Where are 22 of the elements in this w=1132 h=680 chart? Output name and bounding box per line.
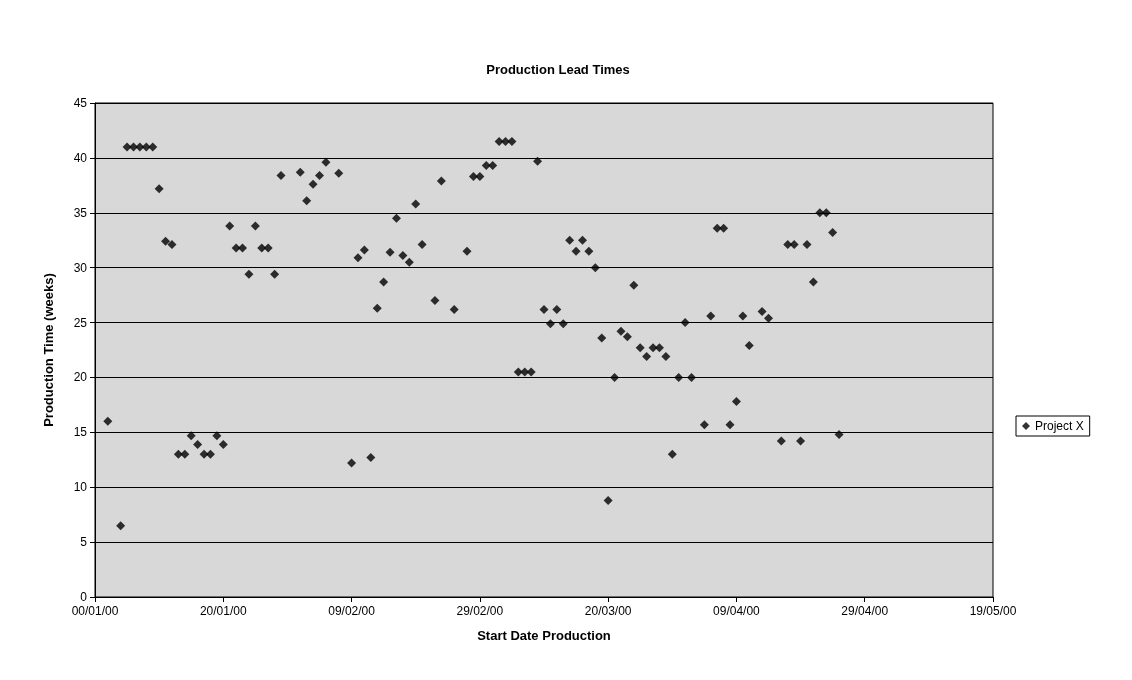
chart-title: Production Lead Times (486, 62, 630, 77)
x-tick-label: 09/04/00 (713, 604, 761, 618)
x-tick-label: 29/04/00 (841, 604, 889, 618)
x-tick-label: 20/01/00 (199, 604, 247, 618)
y-tick-label: 20 (73, 370, 88, 385)
x-tick-label: 20/03/00 (584, 604, 632, 618)
y-tick-label: 5 (80, 535, 88, 550)
y-tick-label: 30 (73, 260, 88, 275)
y-tick-label: 40 (73, 150, 88, 165)
y-axis-title: Production Time (weeks) (41, 273, 56, 427)
y-tick-label: 45 (73, 96, 88, 110)
legend-label: Project X (1035, 419, 1084, 433)
x-tick-label: 19/05/00 (969, 604, 1017, 618)
x-axis-title: Start Date Production (477, 628, 611, 643)
y-tick-label: 0 (80, 590, 88, 604)
x-tick-label: 29/02/00 (456, 604, 504, 618)
y-tick-label: 25 (73, 315, 88, 330)
x-tick-label: 00/01/00 (71, 604, 119, 618)
y-tick-label: 10 (73, 480, 88, 495)
x-tick-label: 09/02/00 (328, 604, 376, 618)
y-tick-label: 15 (73, 425, 88, 440)
y-tick-label: 35 (73, 205, 88, 220)
